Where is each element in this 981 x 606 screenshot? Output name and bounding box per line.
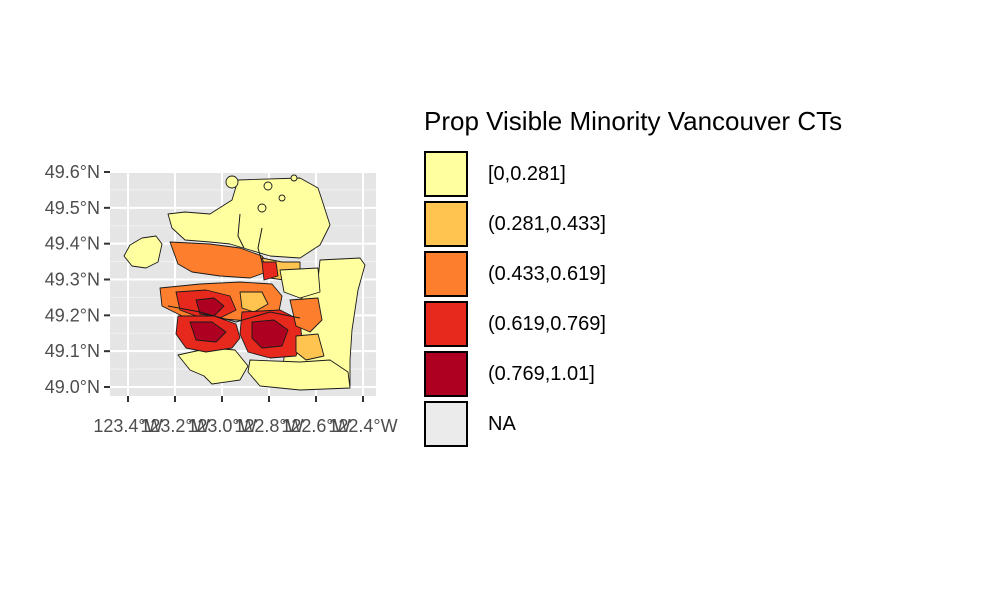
legend-item: [0,0.281] (424, 149, 842, 199)
census-tract (169, 241, 273, 279)
y-axis: 49.6°N 49.5°N 49.4°N 49.3°N 49.2°N 49.1°N 49.0… (45, 162, 110, 397)
census-tract (295, 333, 325, 361)
y-tick-label: 49.0°N (45, 377, 100, 397)
legend-label: [0,0.281] (488, 162, 566, 185)
census-tract (239, 291, 269, 313)
legend-swatch (424, 301, 468, 347)
x-tick-label: 123.4°W (93, 416, 162, 436)
legend-label: (0.433,0.619] (488, 262, 606, 285)
legend-label: (0.619,0.769] (488, 312, 606, 335)
y-tick-label: 49.2°N (45, 305, 100, 325)
y-tick-label: 49.3°N (45, 270, 100, 290)
legend-title: Prop Visible Minority Vancouver CTs (424, 106, 843, 136)
census-tract (123, 235, 163, 269)
choropleth-map: 49.6°N 49.5°N 49.4°N 49.3°N 49.2°N 49.1°N 49.0… (45, 162, 398, 436)
y-tick-label: 49.5°N (45, 198, 100, 218)
legend-item: (0.433,0.619] (424, 249, 842, 299)
legend: Prop Visible Minority Vancouver CTs [0,0… (424, 106, 842, 449)
x-tick-label: 122.6°W (281, 416, 350, 436)
legend-label: NA (488, 412, 516, 435)
legend-item: NA (424, 399, 842, 449)
legend-label: (0.769,1.01] (488, 362, 595, 385)
census-tract (167, 177, 331, 259)
x-tick-label: 122.4°W (328, 416, 397, 436)
legend-swatch (424, 351, 468, 397)
legend-item: (0.769,1.01] (424, 349, 842, 399)
island (290, 174, 298, 182)
legend-label: (0.281,0.433] (488, 212, 606, 235)
census-tract (289, 297, 323, 333)
census-tract (261, 261, 279, 281)
legend-swatch (424, 151, 468, 197)
x-tick-label: 123.2°W (140, 416, 209, 436)
x-tick-label: 123.0°W (187, 416, 256, 436)
legend-swatch (424, 201, 468, 247)
island (278, 194, 286, 202)
legend-swatch (424, 401, 468, 447)
census-tract (251, 319, 289, 349)
island (225, 175, 239, 189)
legend-item: (0.619,0.769] (424, 299, 842, 349)
x-axis: 123.4°W123.2°W123.0°W122.8°W122.6°W122.4… (93, 396, 398, 436)
island (257, 203, 267, 213)
y-tick-label: 49.4°N (45, 234, 100, 254)
island (263, 181, 273, 191)
inlet (237, 213, 245, 249)
fraser-river (167, 305, 301, 323)
x-tick-label: 122.8°W (234, 416, 303, 436)
legend-items: [0,0.281] (0.281,0.433] (0.433,0.619] (0.61… (424, 149, 842, 449)
census-tract (247, 359, 351, 391)
census-tract (189, 321, 227, 343)
y-tick-label: 49.1°N (45, 341, 100, 361)
census-tract (279, 267, 321, 299)
census-tract-regions (123, 174, 366, 391)
legend-swatch (424, 251, 468, 297)
legend-item: (0.281,0.433] (424, 199, 842, 249)
y-tick-label: 49.6°N (45, 162, 100, 182)
inlet (257, 227, 263, 263)
